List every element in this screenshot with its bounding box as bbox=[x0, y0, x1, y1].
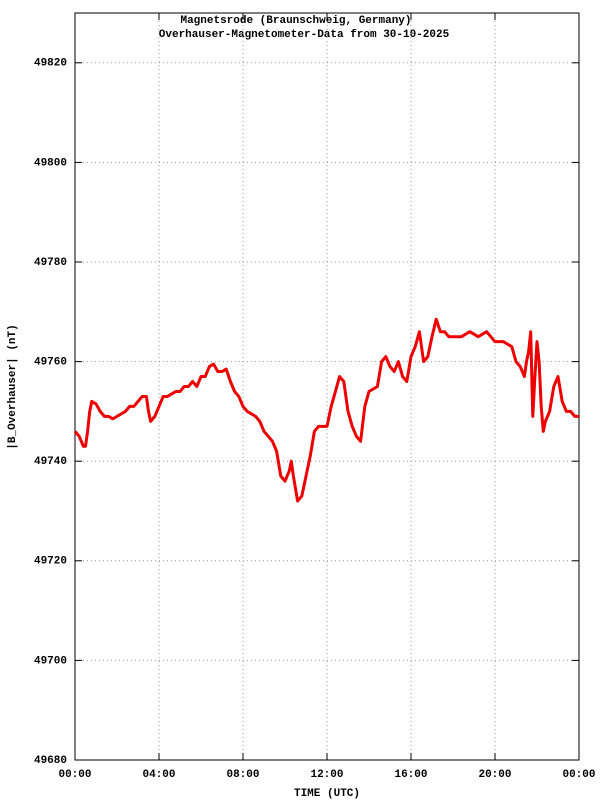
y-tick-label: 49760 bbox=[34, 357, 67, 369]
x-tick-label: 00:00 bbox=[58, 769, 91, 781]
x-tick-label: 12:00 bbox=[310, 769, 343, 781]
y-tick-label: 49700 bbox=[34, 655, 67, 667]
y-tick-label: 49800 bbox=[34, 157, 67, 169]
chart-title: Magnetsrode (Braunschweig, Germany) bbox=[180, 15, 411, 27]
x-tick-label: 20:00 bbox=[478, 769, 511, 781]
y-tick-label: 49680 bbox=[34, 755, 67, 767]
x-tick-label: 04:00 bbox=[142, 769, 175, 781]
y-tick-label: 49820 bbox=[34, 58, 67, 70]
x-tick-label: 00:00 bbox=[562, 769, 595, 781]
y-tick-label: 49740 bbox=[34, 456, 67, 468]
x-tick-label: 08:00 bbox=[226, 769, 259, 781]
plot-frame bbox=[74, 12, 580, 761]
y-tick-label: 49780 bbox=[34, 257, 67, 269]
x-axis-label: TIME (UTC) bbox=[294, 788, 360, 800]
y-axis-label: |B_Overhauser| (nT) bbox=[7, 324, 19, 449]
chart-subtitle: Overhauser-Magnetometer-Data from 30-10-… bbox=[159, 29, 450, 41]
x-tick-label: 16:00 bbox=[394, 769, 427, 781]
y-tick-label: 49720 bbox=[34, 556, 67, 568]
data-line bbox=[73, 317, 579, 503]
